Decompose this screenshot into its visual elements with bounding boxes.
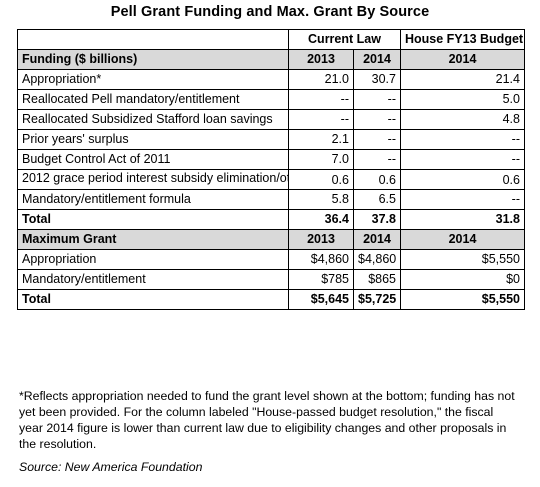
cell-value: 21.0 <box>288 69 354 90</box>
cell-value: 0.6 <box>288 169 354 190</box>
cell-value: -- <box>400 189 525 210</box>
cell-value: -- <box>288 89 354 110</box>
table-row: Prior years' surplus 2.1 -- -- <box>17 129 525 150</box>
cell-value: 30.7 <box>353 69 401 90</box>
row-label: Total <box>17 289 289 310</box>
table-row: Budget Control Act of 2011 7.0 -- -- <box>17 149 525 170</box>
max-grant-section-header: Maximum Grant 2013 2014 2014 <box>17 229 525 250</box>
cell-value: -- <box>353 89 401 110</box>
total-value: $5,550 <box>400 289 525 310</box>
cell-value: -- <box>400 129 525 150</box>
footnote: *Reflects appropriation needed to fund t… <box>19 389 515 451</box>
cell-value: $5,550 <box>400 249 525 270</box>
cell-value: -- <box>400 149 525 170</box>
row-label: Appropriation <box>17 249 289 270</box>
table-row: Reallocated Subsidized Stafford loan sav… <box>17 109 525 130</box>
table-row: Appropriation $4,860 $4,860 $5,550 <box>17 249 525 270</box>
total-value: 37.8 <box>353 209 401 230</box>
max-grant-total-row: Total $5,645 $5,725 $5,550 <box>17 289 525 310</box>
cell-value: -- <box>353 109 401 130</box>
cell-value: $4,860 <box>288 249 354 270</box>
row-label: Reallocated Pell mandatory/entitlement <box>17 89 289 110</box>
cell-value: -- <box>353 149 401 170</box>
source-citation: Source: New America Foundation <box>19 460 203 474</box>
year-header: 2014 <box>400 229 525 250</box>
total-value: 36.4 <box>288 209 354 230</box>
cell-value: 0.6 <box>353 169 401 190</box>
pell-grant-table: Current Law House FY13 Budget Resolution… <box>17 29 525 310</box>
cell-value: 4.8 <box>400 109 525 130</box>
blank-corner-cell <box>17 29 289 50</box>
cell-value: -- <box>353 129 401 150</box>
table-row: Mandatory/entitlement $785 $865 $0 <box>17 269 525 290</box>
section-label: Funding ($ billions) <box>17 49 289 70</box>
total-value: $5,645 <box>288 289 354 310</box>
cell-value: $865 <box>353 269 401 290</box>
total-value: 31.8 <box>400 209 525 230</box>
table-title: Pell Grant Funding and Max. Grant By Sou… <box>110 4 430 20</box>
row-label: Reallocated Subsidized Stafford loan sav… <box>17 109 289 130</box>
cell-value: 2.1 <box>288 129 354 150</box>
cell-value: 5.0 <box>400 89 525 110</box>
cell-value: $0 <box>400 269 525 290</box>
row-label: Mandatory/entitlement formula <box>17 189 289 210</box>
table-row: Mandatory/entitlement formula 5.8 6.5 -- <box>17 189 525 210</box>
house-budget-header: House FY13 Budget Resolution (H.Con.Res … <box>400 29 525 50</box>
cell-value: 7.0 <box>288 149 354 170</box>
cell-value: 0.6 <box>400 169 525 190</box>
cell-value: 5.8 <box>288 189 354 210</box>
cell-value: $785 <box>288 269 354 290</box>
row-label: Mandatory/entitlement <box>17 269 289 290</box>
current-law-header: Current Law <box>288 29 401 50</box>
section-label: Maximum Grant <box>17 229 289 250</box>
cell-value: $4,860 <box>353 249 401 270</box>
cell-value: 6.5 <box>353 189 401 210</box>
row-label: 2012 grace period interest subsidy elimi… <box>17 169 289 190</box>
funding-total-row: Total 36.4 37.8 31.8 <box>17 209 525 230</box>
row-label: Prior years' surplus <box>17 129 289 150</box>
table-row: 2012 grace period interest subsidy elimi… <box>17 169 525 190</box>
funding-section-header: Funding ($ billions) 2013 2014 2014 <box>17 49 525 70</box>
table-row: Appropriation* 21.0 30.7 21.4 <box>17 69 525 90</box>
table-row: Reallocated Pell mandatory/entitlement -… <box>17 89 525 110</box>
cell-value: 21.4 <box>400 69 525 90</box>
row-label: Total <box>17 209 289 230</box>
year-header: 2014 <box>353 49 401 70</box>
cell-value: -- <box>288 109 354 130</box>
column-group-header-row: Current Law House FY13 Budget Resolution… <box>17 29 525 50</box>
row-label: Budget Control Act of 2011 <box>17 149 289 170</box>
year-header: 2014 <box>400 49 525 70</box>
year-header: 2013 <box>288 229 354 250</box>
year-header: 2014 <box>353 229 401 250</box>
total-value: $5,725 <box>353 289 401 310</box>
year-header: 2013 <box>288 49 354 70</box>
row-label: Appropriation* <box>17 69 289 90</box>
